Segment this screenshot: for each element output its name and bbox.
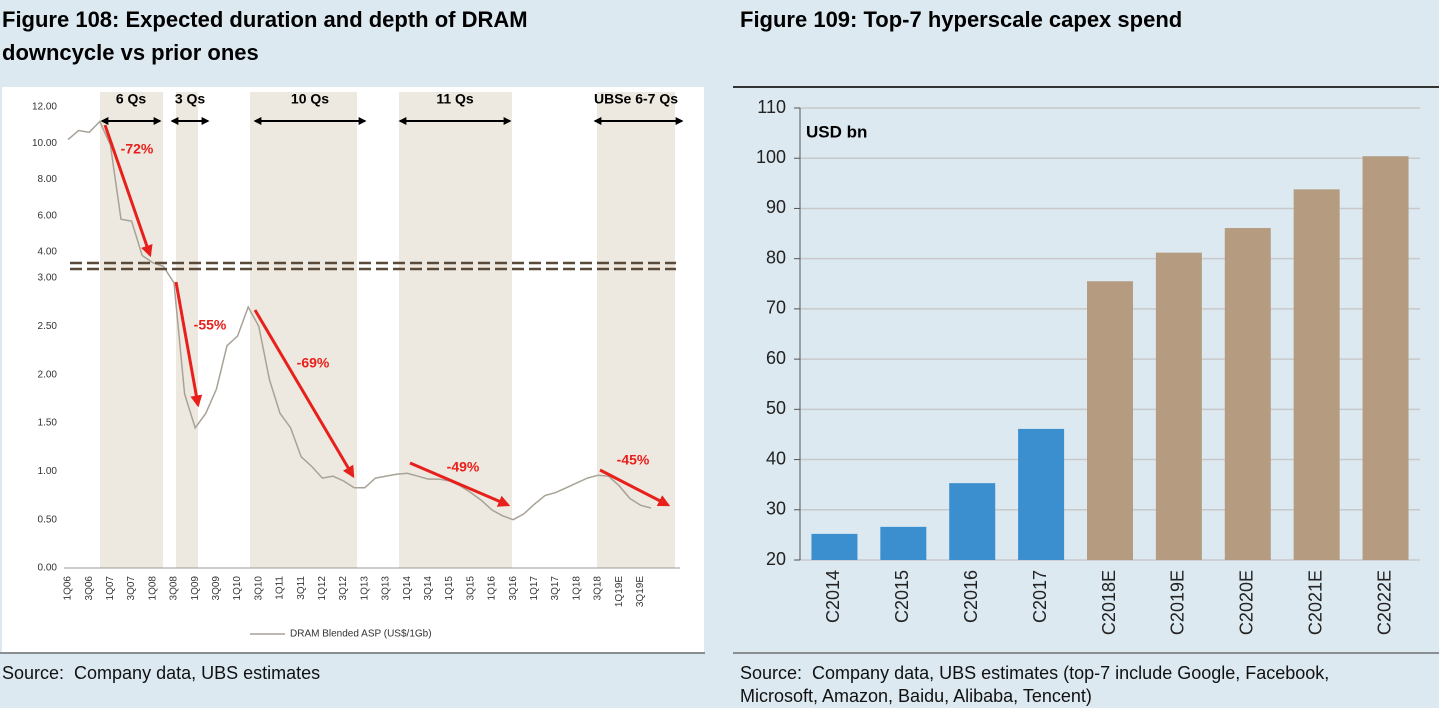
y-axis-label: USD bn: [806, 122, 867, 141]
y-tick-label: 100: [756, 147, 786, 167]
bar: [880, 526, 927, 560]
x-tick-label: C2018E: [1099, 570, 1119, 635]
y-tick-label: 110: [757, 97, 786, 117]
drop-label: -69%: [297, 355, 330, 371]
x-tick-label: 1Q15: [444, 576, 455, 601]
shade: [399, 92, 512, 568]
x-tick-label: 3Q08: [169, 576, 180, 601]
x-tick-label: 1Q14: [402, 576, 413, 601]
x-tick-label: 1Q13: [359, 576, 370, 601]
x-tick-label: C2014: [823, 570, 843, 623]
x-tick-label: C2020E: [1237, 570, 1257, 635]
y-tick-label: 90: [766, 197, 786, 217]
x-tick-label: C2017: [1030, 570, 1050, 623]
cycle-label: 10 Qs: [291, 91, 329, 107]
y-tick-label: 10.00: [32, 138, 57, 149]
bar: [1018, 428, 1065, 560]
y-tick-label: 2.00: [38, 369, 58, 380]
y-tick-label: 0.00: [38, 563, 58, 574]
x-tick-label: 3Q12: [338, 576, 349, 601]
x-tick-label: 3Q06: [84, 576, 95, 601]
y-tick-label: 50: [766, 398, 786, 418]
drop-arrow: [174, 281, 203, 408]
y-tick-label: 60: [766, 348, 786, 368]
x-tick-label: 1Q19E: [614, 576, 625, 607]
source: Source: Company data, UBS estimates: [2, 663, 321, 683]
x-tick-label: 1Q09: [190, 576, 201, 601]
x-tick-label: 1Q12: [317, 576, 328, 601]
y-tick-label: 6.00: [38, 210, 58, 221]
x-tick-label: 3Q15: [465, 576, 476, 601]
y-tick-label: 1.00: [38, 466, 58, 477]
bar: [1362, 156, 1409, 561]
drop-label: -45%: [617, 452, 650, 468]
bar: [949, 483, 996, 560]
x-tick-label: 3Q10: [253, 576, 264, 601]
y-tick-label: 1.50: [38, 418, 58, 429]
bar: [1293, 189, 1340, 561]
x-tick-label: 1Q17: [529, 576, 540, 601]
cycle-label: UBSe 6-7 Qs: [594, 91, 678, 107]
x-tick-label: 1Q18: [571, 576, 582, 601]
drop-label: -49%: [447, 459, 480, 475]
x-tick-label: 3Q13: [381, 576, 392, 601]
x-tick-label: C2015: [892, 570, 912, 623]
x-tick-label: C2022E: [1374, 570, 1394, 635]
y-tick-label: 70: [766, 298, 786, 318]
y-tick-label: 20: [766, 549, 786, 569]
shade: [176, 92, 198, 568]
x-tick-label: 1Q16: [487, 576, 498, 601]
x-tick-label: 1Q08: [147, 576, 158, 601]
bar: [1224, 228, 1271, 560]
x-tick-label: 3Q18: [593, 576, 604, 601]
x-tick-label: C2021E: [1305, 570, 1325, 635]
drop-label: -55%: [194, 317, 227, 333]
x-tick-label: 3Q09: [211, 576, 222, 601]
x-tick-label: 3Q07: [126, 576, 137, 601]
bar: [1087, 281, 1133, 560]
y-tick-label: 80: [766, 247, 786, 267]
drop-arrow: [253, 309, 355, 479]
bar: [811, 533, 858, 560]
x-tick-label: 3Q19E: [635, 576, 646, 607]
x-tick-label: 1Q10: [232, 576, 243, 601]
drop-label: -72%: [121, 141, 154, 157]
x-tick-label: 1Q06: [63, 576, 74, 601]
cycle-label: 6 Qs: [116, 91, 147, 107]
cycle-label: 3 Qs: [175, 91, 206, 107]
y-tick-label: 0.50: [38, 514, 58, 525]
x-tick-label: 3Q17: [550, 576, 561, 601]
x-tick-label: C2019E: [1168, 570, 1188, 635]
x-tick-label: 3Q14: [423, 576, 434, 601]
chart-title: Figure 109: Top-7 hyperscale capex spend: [740, 7, 1183, 32]
y-tick-label: 2.50: [38, 321, 58, 332]
legend-label: DRAM Blended ASP (US$/1Gb): [290, 629, 432, 640]
cycle-label: 11 Qs: [436, 91, 474, 107]
chart-title: Figure 108: Expected duration and depth …: [2, 7, 528, 65]
x-tick-label: 1Q07: [105, 576, 116, 601]
x-tick-label: C2016: [961, 570, 981, 623]
y-tick-label: 30: [766, 499, 786, 519]
shade: [100, 92, 163, 568]
source: Source: Company data, UBS estimates (top…: [740, 663, 1335, 706]
shade: [597, 92, 675, 568]
x-tick-label: 3Q11: [296, 576, 307, 600]
x-tick-label: 1Q11: [275, 576, 286, 600]
y-tick-label: 3.00: [38, 273, 58, 284]
bar: [1155, 252, 1202, 560]
y-tick-label: 12.00: [32, 102, 57, 113]
drop-arrow: [599, 468, 671, 507]
y-tick-label: 40: [766, 448, 786, 468]
drop-arrow: [103, 124, 153, 258]
drop-arrow: [409, 461, 511, 507]
y-tick-label: 8.00: [38, 174, 58, 185]
x-tick-label: 3Q16: [508, 576, 519, 601]
y-tick-label: 4.00: [38, 247, 58, 258]
